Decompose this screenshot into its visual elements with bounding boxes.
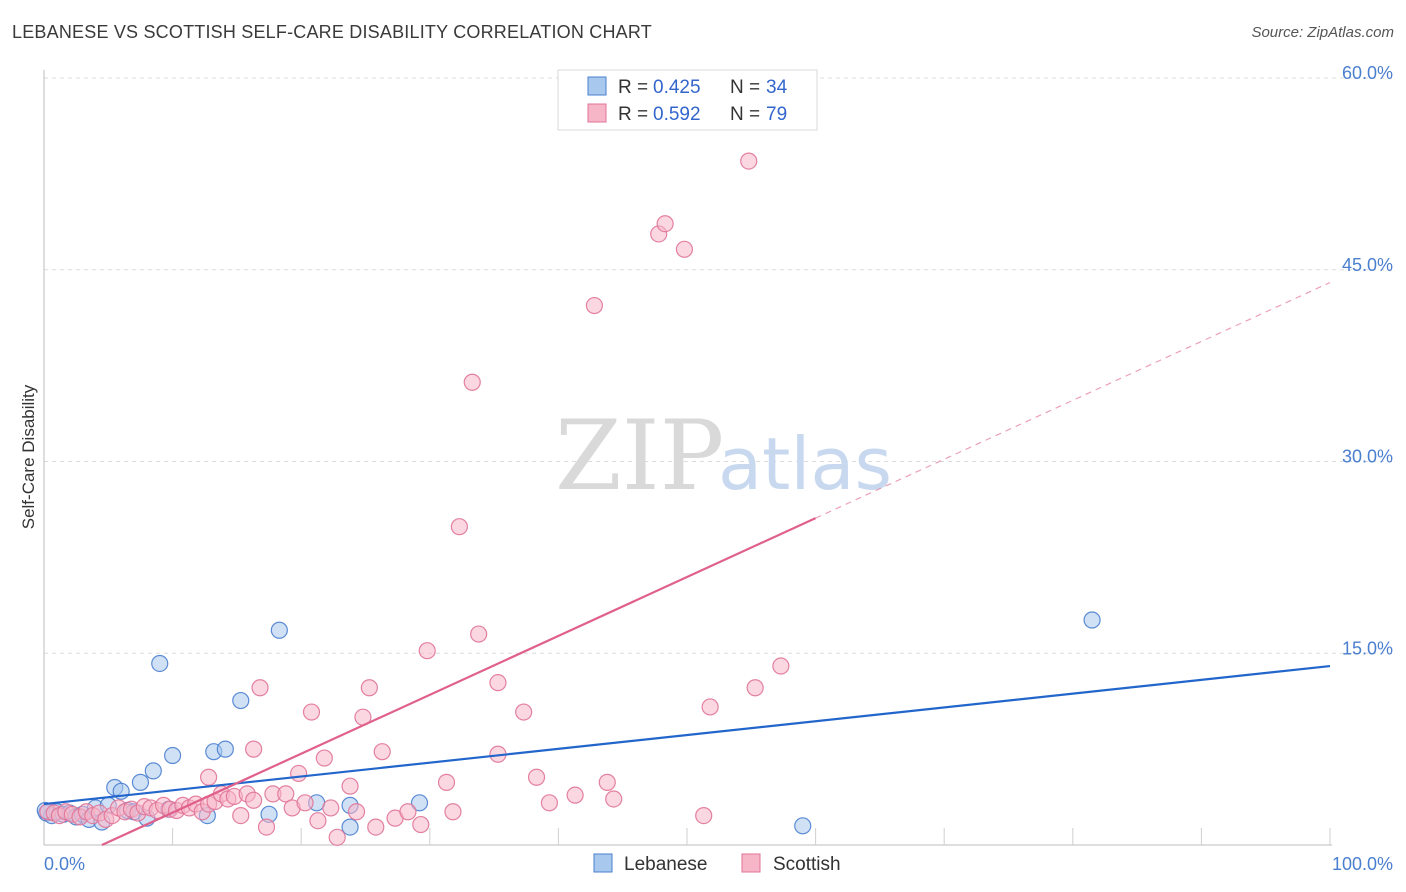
point-lebanese [270, 621, 288, 639]
point-lebanese [232, 691, 250, 710]
point-scottish [328, 828, 346, 846]
point-lebanese [410, 794, 429, 812]
point-scottish [232, 806, 250, 825]
point-scottish [746, 679, 764, 697]
point-scottish [399, 803, 417, 821]
legend-box: R = 0.425 N = 34 R = 0.592 N = 79 [557, 69, 818, 131]
trend-lines [43, 281, 1331, 847]
point-lebanese [216, 740, 234, 758]
point-scottish [347, 803, 366, 821]
legend-r-label-2: R = [618, 104, 648, 125]
point-scottish [290, 764, 308, 783]
point-scottish [322, 799, 340, 817]
point-scottish [245, 740, 263, 758]
point-scottish [257, 818, 276, 836]
point-scottish [309, 812, 327, 830]
source-label: Source: ZipAtlas.com [1251, 24, 1394, 41]
trendline-scottish-dashed [815, 281, 1331, 519]
point-scottish [701, 698, 719, 716]
x-tick-labels: 0.0% 100.0% [44, 854, 1393, 874]
point-lebanese [131, 773, 150, 791]
chart-title: LEBANESE VS SCOTTISH SELF-CARE DISABILIT… [12, 22, 652, 42]
bottom-legend-swatch-lebanese [593, 853, 613, 873]
legend-swatch-scottish [587, 103, 607, 123]
point-scottish [772, 657, 790, 675]
point-scottish [675, 240, 694, 258]
point-scottish [489, 674, 507, 692]
point-lebanese [1083, 611, 1101, 629]
trendline-lebanese-solid [43, 664, 1331, 806]
point-scottish [450, 518, 468, 536]
point-scottish [245, 791, 263, 809]
y-tick-labels: 15.0% 30.0% 45.0% 60.0% [1342, 63, 1393, 658]
point-scottish [302, 703, 321, 721]
point-scottish [605, 790, 623, 808]
grid-lines [44, 77, 1392, 654]
point-scottish [251, 679, 269, 697]
point-scottish [200, 768, 218, 786]
series-scottish-points [39, 152, 790, 846]
point-lebanese [794, 817, 812, 835]
legend-n-value-1: 34 [766, 77, 788, 98]
y-tick-label: 45.0% [1342, 255, 1393, 275]
legend-r-label-1: R = [618, 77, 648, 98]
legend-n-label-2: N = [730, 104, 760, 125]
legend-n-label-1: N = [730, 77, 760, 98]
point-scottish [527, 768, 546, 786]
point-scottish [585, 296, 604, 315]
point-scottish [277, 785, 295, 803]
bottom-legend: Lebanese Scottish [593, 853, 841, 875]
point-scottish [444, 803, 462, 821]
watermark-atlas: atlas [718, 422, 892, 506]
legend-r-value-2: 0.592 [653, 104, 701, 125]
point-scottish [437, 773, 456, 791]
point-lebanese [151, 654, 169, 673]
point-scottish [412, 815, 430, 834]
y-axis-label: Self-Care Disability [19, 384, 38, 529]
point-scottish [695, 806, 713, 825]
point-scottish [315, 749, 333, 767]
x-tick-marks [172, 828, 1331, 845]
point-scottish [373, 743, 391, 761]
point-lebanese [164, 746, 182, 765]
bottom-legend-label-lebanese: Lebanese [624, 854, 707, 875]
x-tick-label: 0.0% [44, 854, 85, 874]
point-lebanese [144, 762, 162, 780]
bottom-legend-swatch-scottish [741, 853, 761, 873]
y-tick-label: 60.0% [1342, 63, 1393, 83]
point-lebanese [341, 818, 359, 836]
point-scottish [418, 642, 436, 660]
point-scottish [367, 818, 385, 836]
bottom-legend-label-scottish: Scottish [773, 854, 841, 875]
point-scottish [296, 794, 314, 812]
point-scottish [740, 152, 758, 170]
point-scottish [463, 373, 481, 391]
point-scottish [656, 215, 674, 233]
watermark-zip: ZIP [555, 400, 724, 512]
watermark: ZIP atlas [555, 400, 892, 512]
point-scottish [598, 773, 616, 791]
point-scottish [566, 786, 584, 804]
point-scottish [540, 794, 558, 812]
point-scottish [341, 777, 359, 795]
legend-n-value-2: 79 [766, 104, 787, 125]
legend-r-value-1: 0.425 [653, 77, 701, 98]
point-scottish [360, 679, 378, 697]
point-scottish [515, 703, 533, 721]
y-tick-label: 30.0% [1342, 447, 1393, 467]
y-tick-label: 15.0% [1342, 638, 1393, 658]
legend-swatch-lebanese [587, 76, 607, 96]
trendline-scottish-solid [101, 517, 817, 847]
x-tick-label: 100.0% [1332, 854, 1393, 874]
point-scottish [470, 625, 488, 643]
